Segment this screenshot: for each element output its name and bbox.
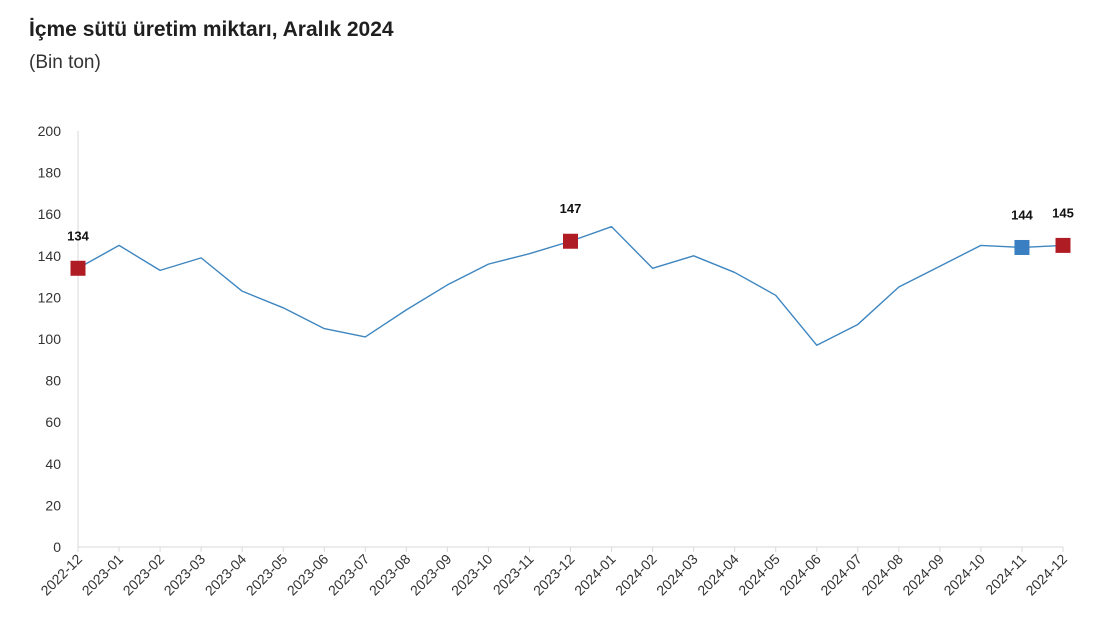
x-tick-label: 2023-08 <box>366 551 414 599</box>
x-tick-label: 2024-04 <box>694 551 742 599</box>
x-tick-label: 2024-03 <box>653 551 701 599</box>
x-tick-label: 2024-01 <box>571 551 619 599</box>
highlight-marker <box>563 233 578 249</box>
y-tick-label: 40 <box>45 456 61 472</box>
x-tick-label: 2024-10 <box>940 551 988 599</box>
x-tick-label: 2024-08 <box>858 551 906 599</box>
data-label: 144 <box>1011 207 1033 222</box>
x-tick-label: 2024-09 <box>899 551 947 599</box>
x-tick-label: 2024-07 <box>817 551 865 599</box>
x-tick-label: 2023-09 <box>407 551 455 599</box>
x-tick-label: 2023-12 <box>530 551 578 599</box>
data-label: 134 <box>67 228 89 243</box>
y-tick-label: 60 <box>45 414 61 430</box>
x-tick-label: 2024-02 <box>612 551 660 599</box>
highlight-marker <box>70 260 86 276</box>
y-tick-label: 20 <box>45 497 61 513</box>
y-tick-label: 180 <box>38 165 62 181</box>
y-tick-label: 160 <box>38 206 62 222</box>
x-tick-label: 2023-01 <box>79 551 127 599</box>
chart-subtitle: (Bin ton) <box>29 52 101 73</box>
chart-title: İçme sütü üretim miktarı, Aralık 2024 <box>29 18 394 41</box>
y-tick-label: 120 <box>38 289 62 305</box>
x-axis-tick-marks <box>77 547 1064 552</box>
y-tick-label: 80 <box>45 373 61 389</box>
x-tick-label: 2023-07 <box>325 551 373 599</box>
y-tick-label: 100 <box>38 331 62 347</box>
y-axis-tick-labels: 0 20 40 60 80 100 120 140 160 180 200 <box>38 123 62 555</box>
x-tick-label: 2023-11 <box>490 551 537 598</box>
highlight-marker <box>1014 239 1030 255</box>
y-tick-label: 200 <box>38 123 62 139</box>
x-tick-label: 2024-06 <box>776 551 824 599</box>
data-label: 147 <box>560 201 582 216</box>
x-tick-label: 2023-10 <box>448 551 496 599</box>
y-tick-label: 0 <box>53 539 61 555</box>
highlight-markers <box>70 233 1071 276</box>
x-tick-label: 2023-03 <box>161 551 209 599</box>
x-tick-label: 2022-12 <box>37 551 85 599</box>
x-tick-label: 2023-06 <box>284 551 332 599</box>
y-tick-label: 140 <box>38 248 62 264</box>
data-labels: 134 147 144 145 <box>67 201 1074 243</box>
x-tick-label: 2023-04 <box>202 551 250 599</box>
x-tick-label: 2023-02 <box>120 551 168 599</box>
x-axis-tick-labels: 2022-122023-012023-022023-032023-042023-… <box>37 551 1070 599</box>
x-tick-label: 2024-05 <box>735 551 783 599</box>
highlight-marker <box>1055 237 1071 253</box>
x-tick-label: 2023-05 <box>243 551 291 599</box>
data-label: 145 <box>1052 205 1074 220</box>
x-tick-label: 2024-11 <box>982 551 1029 598</box>
x-tick-label: 2024-12 <box>1022 551 1070 599</box>
